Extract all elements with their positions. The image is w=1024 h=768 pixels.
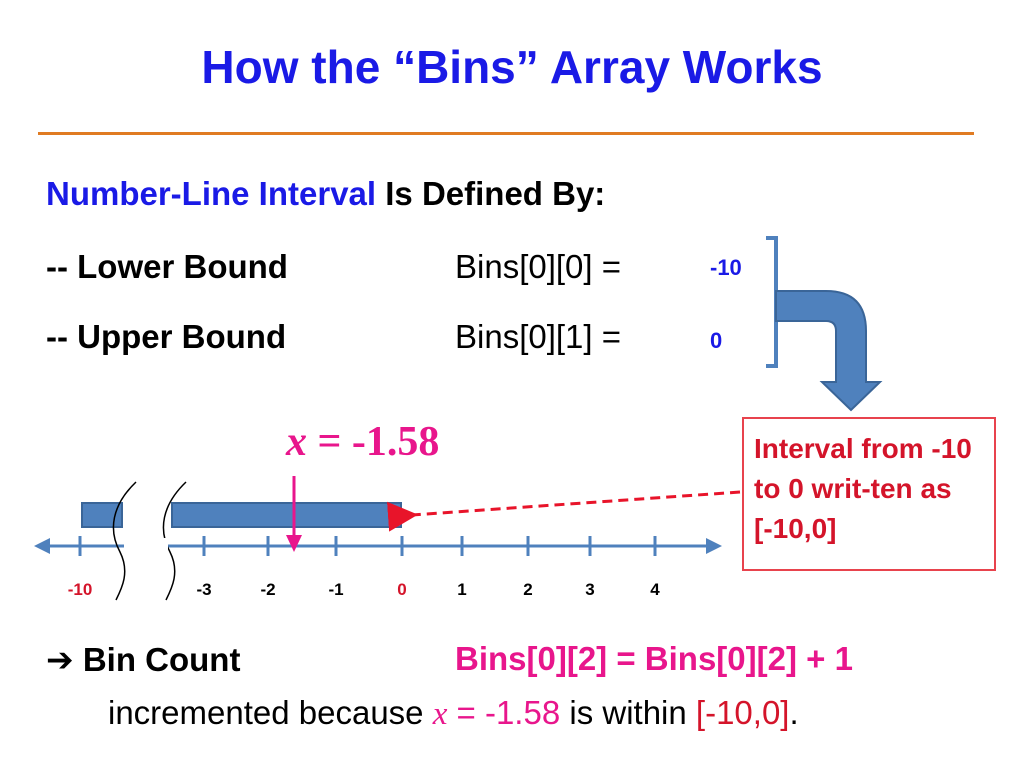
callout-dashed-arrow [387, 490, 741, 532]
bin-count-formula: Bins[0][2] = Bins[0][2] + 1 [455, 640, 853, 677]
axis-right-arrow-icon [706, 538, 722, 554]
page-title: How the “Bins” Array Works [201, 41, 823, 93]
axis-tick-label: -1 [328, 580, 343, 599]
interval-bar-left [81, 502, 123, 528]
lower-bound-value: -10 [710, 255, 742, 280]
axis-ticks: -10 -3 -2 -1 0 1 2 3 4 [68, 536, 660, 599]
upper-bound-label: -- Upper Bound [46, 318, 287, 355]
axis-left-arrow-icon [34, 538, 50, 554]
interval-bar-main [171, 502, 402, 528]
axis-tick-label: -3 [196, 580, 211, 599]
right-arrow-icon: ➔ [46, 640, 74, 679]
axis-tick-label: 3 [585, 580, 594, 599]
values-bracket [766, 236, 778, 368]
bin-count-label: Bin Count [82, 641, 241, 678]
x-value: = -1.58 [307, 419, 440, 465]
interval-heading-rest: Is Defined By: [385, 175, 606, 212]
interval-heading-highlight: Number-Line Interval [46, 175, 377, 212]
interval-heading: Number-Line Interval Is Defined By: [46, 175, 605, 213]
axis-break-mark-left [112, 481, 137, 601]
title-divider [38, 132, 974, 135]
upper-bound-expression: Bins[0][1] = [455, 318, 622, 355]
x-marker-arrowhead-icon [286, 535, 302, 552]
lower-bound-expression: Bins[0][0] = [455, 248, 622, 285]
interval-callout: Interval from -10 to 0 writ-ten as [-10,… [742, 417, 996, 571]
explanation-interval: [-10,0] [695, 694, 790, 731]
explanation-text-c: is within [560, 694, 696, 731]
explanation-text-a: incremented because [108, 694, 433, 731]
lower-bound-label: -- Lower Bound [46, 248, 288, 285]
axis-tick-label: -2 [260, 580, 275, 599]
bent-arrow-icon [775, 290, 883, 412]
explanation-variable: x [432, 696, 448, 732]
axis-tick-label: 1 [457, 580, 466, 599]
x-variable: x [286, 419, 307, 465]
bin-count-explanation: incremented because x = -1.58 is within … [108, 694, 799, 733]
axis-break-mark-right [162, 481, 187, 601]
axis-tick-label: 4 [650, 580, 660, 599]
axis-tick-label: 2 [523, 580, 532, 599]
bin-count-label-row: ➔ Bin Count [46, 640, 240, 679]
x-value-label: x = -1.58 [286, 418, 439, 466]
axis-tick-label: 0 [397, 580, 406, 599]
explanation-value: = -1.58 [447, 694, 561, 731]
axis-break-gap [124, 538, 168, 554]
explanation-end: . [789, 694, 799, 731]
axis-tick-label: -10 [68, 580, 93, 599]
upper-bound-value: 0 [710, 328, 723, 353]
